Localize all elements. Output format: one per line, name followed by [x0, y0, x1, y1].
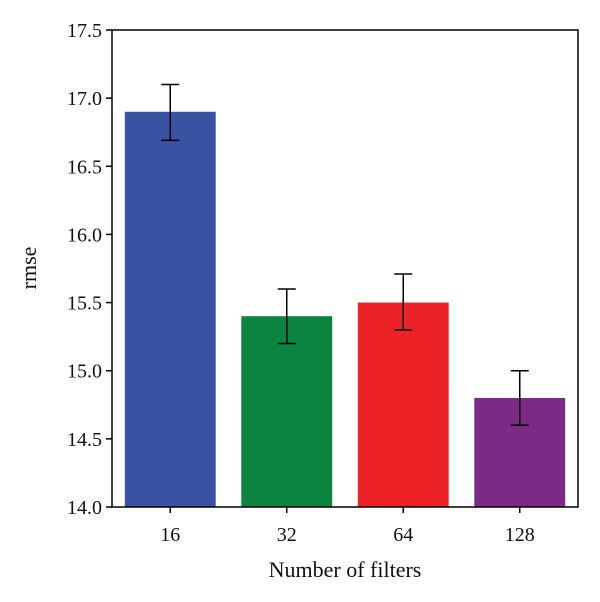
y-tick-label: 14.5 — [67, 429, 102, 451]
y-tick-label: 15.0 — [67, 361, 102, 383]
y-tick-label: 15.5 — [67, 293, 102, 315]
y-axis-label: rmse — [16, 247, 41, 290]
x-axis-label: Number of filters — [269, 557, 422, 582]
y-tick-label: 17.5 — [67, 20, 102, 42]
bar-64 — [357, 302, 449, 507]
y-tick-label: 16.5 — [67, 156, 102, 178]
x-tick-label: 64 — [393, 524, 413, 546]
error-bar-128 — [510, 369, 529, 426]
plot-frame — [111, 29, 579, 508]
error-bar-32 — [277, 288, 296, 345]
x-tick-label: 16 — [160, 524, 180, 546]
x-tick-label: 128 — [505, 524, 535, 546]
error-bar-16 — [161, 83, 180, 142]
y-tick-label: 16.0 — [67, 224, 102, 246]
y-tick-label: 14.0 — [67, 497, 102, 519]
bar-16 — [124, 111, 216, 508]
y-tick-label: 17.0 — [67, 88, 102, 110]
y-axis: 14.0 14.5 15.0 15.5 16.0 16.5 17.0 17.5 — [67, 20, 112, 519]
x-tick-label: 32 — [277, 524, 297, 546]
error-bar-64 — [394, 273, 413, 331]
bars — [124, 111, 566, 508]
bar-32 — [241, 316, 333, 507]
x-axis: 16 32 64 128 — [160, 507, 535, 546]
error-bars — [161, 83, 529, 426]
